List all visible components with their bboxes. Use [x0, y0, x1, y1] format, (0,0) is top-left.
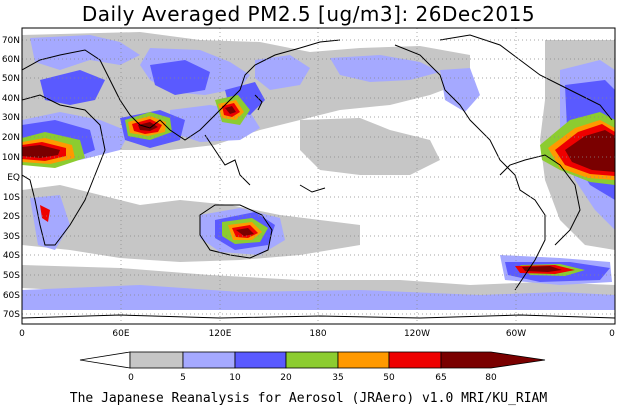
lat-label: 10N — [2, 153, 20, 163]
lat-label: 70N — [2, 36, 20, 46]
colorbar-segment-2 — [182, 351, 236, 369]
latitude-labels: 70N 60N 50N 40N 30N 20N 10N EQ 10S 20S 3… — [2, 36, 20, 320]
colorbar-tick-label: 65 — [435, 373, 446, 383]
lat-label: 30N — [2, 113, 20, 123]
lat-label: 20S — [3, 212, 20, 222]
colorbar-tick-label: 35 — [332, 373, 343, 383]
colorbar-segment-5 — [337, 351, 390, 369]
colorbar-tick-label: 5 — [180, 373, 186, 383]
lat-label: 40S — [3, 251, 20, 261]
colorbar-segment-0 — [79, 351, 131, 369]
lat-label: 50S — [3, 271, 20, 281]
colorbar-segment-1 — [129, 351, 184, 369]
longitude-labels: 0 60E 120E 180 120W 60W 0 — [19, 329, 615, 339]
colorbar-tick-label: 10 — [229, 373, 241, 383]
lon-label: 180 — [309, 329, 326, 339]
lon-label: 120E — [209, 329, 232, 339]
pm25-band-over-80 — [22, 106, 615, 272]
colorbar-tick-label: 80 — [485, 373, 497, 383]
lat-label: 70S — [3, 310, 20, 320]
map-area — [22, 28, 615, 324]
lon-label: 60W — [506, 329, 526, 339]
coastlines — [22, 34, 615, 319]
map-title: Daily Averaged PM2.5 [ug/m3]: 26Dec2015 — [81, 2, 536, 26]
lat-label: 60S — [3, 291, 20, 301]
lat-label: EQ — [7, 173, 20, 183]
map-frame — [21, 27, 616, 325]
lon-label: 0 — [19, 329, 25, 339]
colorbar-segment-3 — [234, 351, 287, 369]
footer-credit: The Japanese Reanalysis for Aerosol (JRA… — [69, 391, 548, 406]
lon-label: 120W — [404, 329, 430, 339]
lon-label: 0 — [609, 329, 615, 339]
lat-label: 60N — [2, 55, 20, 65]
colorbar-legend: 0 5 10 20 35 50 65 80 — [79, 351, 546, 383]
colorbar-segment-6 — [388, 351, 442, 369]
colorbar-tick-label: 50 — [383, 373, 395, 383]
lat-label: 50N — [2, 74, 20, 84]
colorbar-segment-7 — [440, 351, 546, 369]
lat-label: 20N — [2, 133, 20, 143]
lat-label: 10S — [3, 193, 20, 203]
colorbar-tick-label: 20 — [280, 373, 292, 383]
lat-label: 40N — [2, 94, 20, 104]
lat-label: 30S — [3, 232, 20, 242]
colorbar-tick-label: 0 — [128, 373, 134, 383]
graticule — [22, 28, 615, 324]
lon-label: 60E — [112, 329, 129, 339]
colorbar-segment-4 — [285, 351, 339, 369]
